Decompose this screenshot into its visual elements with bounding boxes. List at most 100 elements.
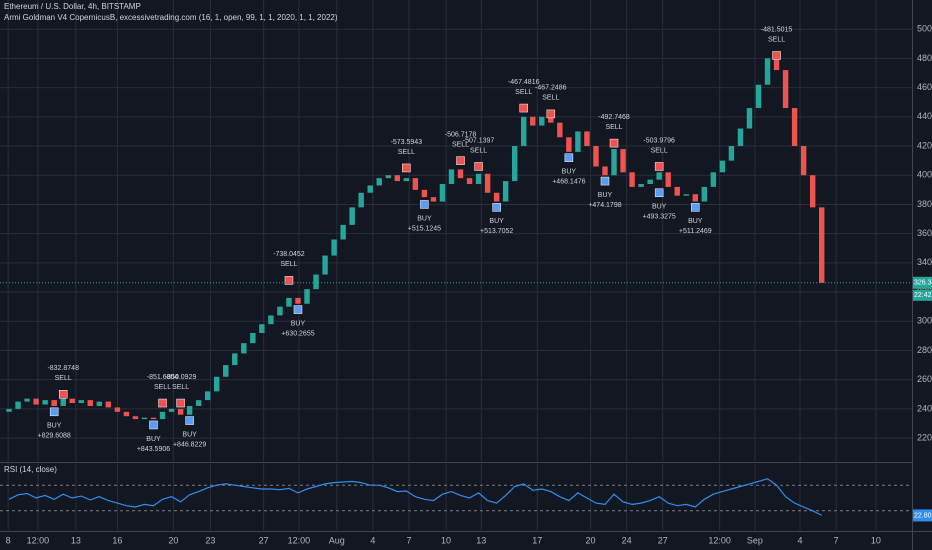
candle bbox=[575, 131, 581, 152]
price-tag-label: 326.34 bbox=[914, 280, 932, 287]
candle bbox=[656, 172, 662, 180]
signal-marker bbox=[185, 416, 194, 425]
candle bbox=[42, 400, 48, 405]
signal-side: SELL bbox=[605, 124, 622, 131]
candle bbox=[403, 178, 410, 182]
signal-side: SELL bbox=[515, 89, 532, 96]
x-tick-label: 13 bbox=[71, 535, 81, 545]
candle bbox=[521, 116, 527, 147]
y-tick-label: 360.00 bbox=[917, 228, 932, 238]
signal-label: -503.9796 bbox=[643, 137, 675, 144]
signal-side: SELL bbox=[768, 36, 785, 43]
indicator-title: Armi Goldman V4 CopernicusB, excessivetr… bbox=[4, 13, 338, 22]
candle bbox=[168, 408, 175, 412]
candle bbox=[204, 391, 211, 401]
signal-label: -481.5015 bbox=[761, 26, 793, 33]
y-tick-label: 240.00 bbox=[917, 403, 932, 413]
candle bbox=[665, 172, 671, 187]
time-tag-label: 22:42 bbox=[914, 292, 932, 299]
candle bbox=[593, 146, 599, 167]
y-tick-label: 340.00 bbox=[917, 257, 932, 267]
candle bbox=[159, 411, 166, 420]
candle bbox=[304, 289, 310, 304]
signal-side: BUY bbox=[417, 215, 432, 222]
candle bbox=[782, 70, 789, 109]
rsi-line bbox=[8, 478, 822, 516]
y-tick-label: 260.00 bbox=[917, 374, 932, 384]
signal-side: BUY bbox=[688, 218, 703, 225]
candle bbox=[511, 146, 518, 182]
candle bbox=[674, 186, 680, 196]
candle bbox=[177, 408, 184, 415]
candle bbox=[448, 169, 455, 184]
candle bbox=[584, 131, 590, 147]
signal-label: +829.6088 bbox=[38, 433, 71, 440]
candle bbox=[791, 108, 798, 147]
candle bbox=[24, 398, 30, 402]
candle bbox=[322, 255, 328, 275]
y-tick-label: 500.00 bbox=[917, 24, 932, 34]
signal-marker bbox=[519, 103, 528, 113]
y-tick-label: 460.00 bbox=[917, 82, 932, 92]
candle bbox=[385, 175, 391, 179]
signal-label: -738.0452 bbox=[273, 251, 305, 258]
candle bbox=[358, 192, 364, 208]
signal-side: BUY bbox=[489, 218, 504, 225]
x-tick-label: 17 bbox=[532, 535, 542, 545]
signal-side: SELL bbox=[470, 147, 487, 154]
candle bbox=[647, 179, 653, 184]
candle bbox=[629, 172, 635, 187]
x-tick-label: 12:00 bbox=[288, 535, 311, 545]
y-tick-label: 280.00 bbox=[917, 345, 932, 355]
candle bbox=[78, 400, 84, 404]
candle bbox=[223, 365, 229, 377]
x-tick-label: 10 bbox=[871, 535, 881, 545]
candle bbox=[87, 400, 94, 406]
x-tick-label: 16 bbox=[112, 535, 122, 545]
y-tick-label: 220.00 bbox=[917, 432, 932, 442]
signal-label: -507.1397 bbox=[463, 137, 495, 144]
candle bbox=[493, 192, 500, 202]
candle bbox=[611, 148, 617, 176]
signal-marker bbox=[654, 188, 664, 198]
y-tick-label: 420.00 bbox=[917, 140, 932, 150]
signal-label: -832.8748 bbox=[47, 365, 79, 372]
candle bbox=[719, 160, 726, 173]
candle bbox=[33, 398, 39, 405]
x-tick-label: 12:00 bbox=[708, 535, 731, 545]
candle bbox=[349, 207, 355, 225]
x-tick-label: Aug bbox=[329, 535, 345, 545]
signal-marker bbox=[402, 163, 411, 173]
candle bbox=[241, 343, 247, 354]
x-tick-label: 7 bbox=[407, 535, 412, 545]
signal-label: -506.7178 bbox=[445, 131, 477, 138]
y-tick-label: 380.00 bbox=[917, 199, 932, 209]
candle bbox=[259, 324, 265, 333]
rsi-tag-label: 22.80 bbox=[914, 512, 932, 519]
signal-side: BUY bbox=[47, 423, 62, 430]
signal-marker bbox=[420, 200, 429, 209]
candle bbox=[638, 184, 644, 187]
candle bbox=[340, 224, 346, 240]
candle bbox=[105, 401, 112, 408]
signal-label: -467.4816 bbox=[508, 79, 540, 86]
candle bbox=[123, 411, 130, 417]
signal-side: SELL bbox=[280, 261, 297, 268]
signal-label: +630.2655 bbox=[281, 330, 314, 337]
signal-side: BUY bbox=[182, 431, 197, 438]
signal-label: -467.2486 bbox=[535, 85, 567, 92]
y-tick-label: 400.00 bbox=[917, 170, 932, 180]
candle bbox=[728, 146, 735, 161]
rsi-tag bbox=[913, 509, 932, 522]
candle bbox=[800, 146, 807, 176]
candle bbox=[530, 116, 536, 126]
candle bbox=[376, 178, 382, 186]
candle bbox=[60, 398, 66, 406]
x-tick-label: 20 bbox=[168, 535, 178, 545]
signal-marker bbox=[609, 138, 619, 148]
signal-label: -850.0929 bbox=[165, 374, 197, 381]
candle bbox=[412, 178, 419, 190]
signal-label: +843.5906 bbox=[137, 446, 170, 453]
signal-marker bbox=[772, 51, 781, 60]
